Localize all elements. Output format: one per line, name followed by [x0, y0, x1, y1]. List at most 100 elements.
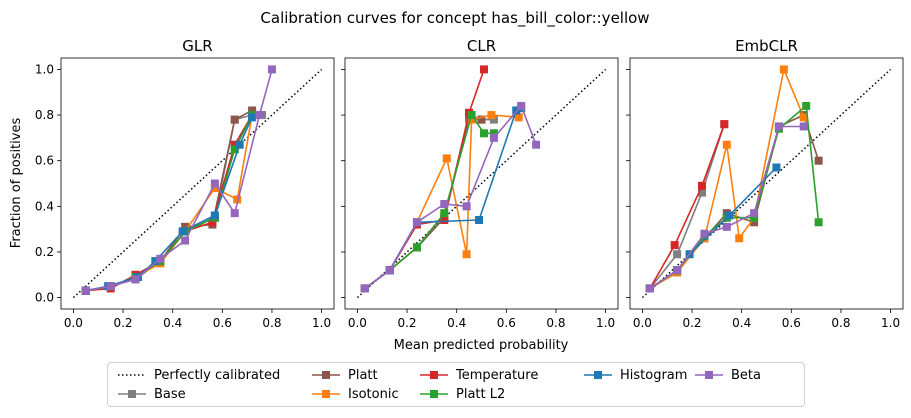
x-tick-label: 0.4 [732, 316, 751, 330]
data-point-temperature [670, 241, 679, 250]
legend-swatch [118, 374, 146, 376]
series-beta [360, 101, 541, 293]
series-line-platt-l2 [364, 114, 494, 290]
x-tick-label: 0.2 [113, 316, 132, 330]
data-point-temperature [720, 120, 729, 129]
x-tick-label: 0.6 [497, 316, 516, 330]
data-point-base [697, 188, 706, 197]
series-isotonic [645, 65, 808, 293]
chart-legend: Perfectly calibrated Base Platt Isotonic Tem… [107, 362, 805, 407]
data-point-beta [489, 133, 498, 142]
legend-label: Beta [731, 367, 761, 383]
data-point-isotonic [442, 154, 451, 163]
data-point-platt-l2 [440, 209, 449, 218]
legend-label: Platt [348, 367, 378, 383]
data-point-histogram [248, 113, 257, 122]
subplot-title: CLR [467, 37, 496, 55]
x-tick-label: 0.0 [348, 316, 367, 330]
data-point-beta [440, 200, 449, 209]
x-tick-label: 0.6 [782, 316, 801, 330]
data-point-temperature [440, 216, 449, 225]
axes-frame [344, 57, 619, 310]
data-point-beta [722, 222, 731, 231]
data-point-isotonic [514, 113, 523, 122]
perfectly-calibrated-line [641, 68, 892, 299]
series-line-base [364, 118, 494, 290]
data-point-histogram [725, 211, 734, 220]
data-point-beta [645, 284, 654, 293]
x-tick-label: 0.4 [447, 316, 466, 330]
data-point-beta [700, 229, 709, 238]
legend-label: Temperature [456, 367, 539, 383]
x-tick-label: 0.0 [633, 316, 652, 330]
data-point-isotonic [487, 111, 496, 120]
data-point-platt-l2 [750, 213, 759, 222]
legend-label: Perfectly calibrated [154, 367, 281, 383]
data-point-beta [360, 284, 369, 293]
subplots: GLR 0.0 0.2 0.4 0.6 0.8 1.0 0.0 0.2 0.4 0.6 0.8 1.0 C… [35, 37, 904, 330]
data-point-beta [774, 122, 783, 131]
y-tick-label: 0.8 [35, 108, 54, 122]
y-tick-label: 1.0 [35, 62, 54, 76]
series-line-isotonic [649, 68, 805, 290]
legend-swatch [312, 371, 340, 379]
data-point-platt-l2 [479, 129, 488, 138]
data-point-beta [799, 122, 808, 131]
legend-item-histogram: Histogram [584, 366, 687, 384]
data-point-platt-l2 [489, 129, 498, 138]
data-point-histogram [151, 257, 160, 266]
legend-label: Isotonic [348, 386, 399, 402]
data-point-histogram [475, 216, 484, 225]
data-point-isotonic [210, 184, 219, 193]
data-point-platt [248, 106, 257, 115]
data-point-temperature [697, 181, 706, 190]
y-tick-label: 0.2 [35, 245, 54, 259]
data-point-platt [477, 115, 486, 124]
data-point-beta [532, 140, 541, 149]
legend-item-platt-l2: Platt L2 [420, 385, 505, 403]
y-axis-label: Fraction of positives [9, 118, 24, 249]
data-point-beta [131, 275, 140, 284]
legend-swatch [312, 390, 340, 398]
legend-label: Platt L2 [456, 386, 506, 402]
legend-item-beta: Beta [695, 366, 761, 384]
subplot-title: GLR [182, 37, 212, 55]
series-line-beta [364, 105, 537, 290]
x-tick-label: 0.2 [397, 316, 416, 330]
data-point-isotonic [722, 140, 731, 149]
y-tick-label: 0.4 [35, 199, 54, 213]
legend-item-platt: Platt [312, 366, 378, 384]
data-point-histogram [235, 140, 244, 149]
data-point-beta [750, 209, 759, 218]
data-point-beta [156, 254, 165, 263]
data-point-platt-l2 [814, 218, 823, 227]
legend-swatch [420, 371, 448, 379]
data-point-isotonic [233, 195, 242, 204]
series-beta [81, 65, 276, 295]
x-tick-label: 0.6 [213, 316, 232, 330]
legend-swatch [420, 390, 448, 398]
x-tick-label: 0.8 [831, 316, 850, 330]
data-point-platt [750, 218, 759, 227]
data-point-beta [462, 202, 471, 211]
series-line-temperature [649, 123, 726, 289]
legend-swatch [584, 371, 612, 379]
x-tick-label: 1.0 [596, 316, 615, 330]
data-point-temperature [208, 218, 217, 227]
data-point-platt-l2 [230, 145, 239, 154]
data-point-base [673, 250, 682, 259]
x-tick-label: 0.8 [546, 316, 565, 330]
subplot-title: EmbCLR [735, 37, 798, 55]
data-point-platt [814, 156, 823, 165]
data-point-platt [181, 222, 190, 231]
data-point-beta [255, 111, 264, 120]
series-histogram [360, 104, 526, 293]
x-tick-label: 1.0 [881, 316, 900, 330]
data-point-beta [517, 101, 526, 110]
series-line-beta [85, 69, 273, 292]
y-tick-label: 0.6 [35, 154, 54, 168]
data-point-histogram [178, 227, 187, 236]
subplot-embclr: EmbCLR 0.0 0.2 0.4 0.6 0.8 1.0 [626, 37, 904, 330]
calibration-figure: Calibration curves for concept has_bill_… [9, 9, 904, 353]
axes-frame [629, 57, 904, 310]
